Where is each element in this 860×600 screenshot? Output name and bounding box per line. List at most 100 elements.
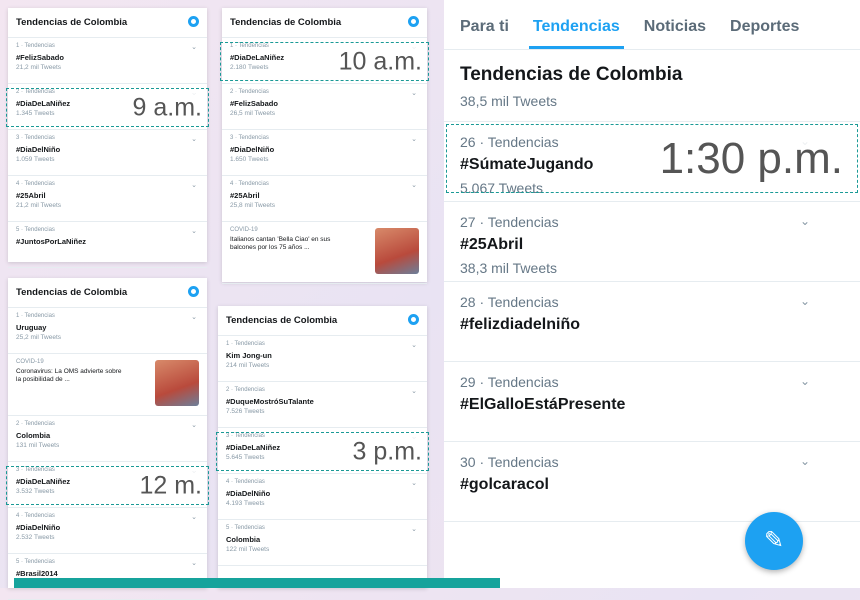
tweet-count: 38,3 mil Tweets [460,260,844,276]
tweet-count: 2.532 Tweets [16,534,199,541]
trend-name: #JuntosPorLaNiñez [16,237,199,246]
trend-rank: 1 · Tendencias [16,43,199,49]
trend-rank: 1 · Tendencias [16,313,199,319]
chevron[interactable]: ⌄ [411,89,417,97]
trend-item[interactable]: 1 · Tendencias #FelizSabado 21,2 mil Tweet… [8,38,207,84]
trend-rank: 2 · Tendencias [16,421,199,427]
tweet-count: 25,2 mil Tweets [16,334,199,341]
trend-item[interactable]: 5 · Tendencias#Brasil2014⌄ [8,554,207,600]
trend-item[interactable]: 4 · Tendencias #25Abril 21,2 mil Tweets ⌄ [8,176,207,222]
trend-name: #DiaDelNiño [16,145,199,154]
chevron[interactable]: ⌄ [411,479,417,487]
page: {"panels":[ {"title":"Tendencias de Colo… [0,0,860,588]
settings-icon[interactable] [188,16,199,27]
tab[interactable]: Tendencias [533,0,620,49]
tweet-count: 4.193 Tweets [226,500,419,507]
highlight-box: 3 p.m. [216,432,429,471]
trend-rank: 3 · Tendencias [230,135,419,141]
chevron[interactable]: ⌄ [191,135,197,143]
trend-name: #DiaDelNiño [230,145,419,154]
chevron[interactable]: ⌄ [411,341,417,349]
trend-rank: 1 · Tendencias [226,341,419,347]
trend-item[interactable]: 27 · Tendencias #25Abril 38,3 mil Tweets ⌄ [444,202,860,282]
chevron[interactable]: ⌄ [800,454,810,468]
chevron[interactable]: ⌄ [191,227,197,235]
trend-name: #FelizSabado [16,53,199,62]
trend-rank: 3 · Tendencias [16,135,199,141]
time-label: 1:30 p.m. [660,134,843,184]
chevron[interactable]: ⌄ [191,513,197,521]
chevron[interactable]: ⌄ [191,313,197,321]
settings-icon[interactable] [408,16,419,27]
main-trends: Para ti Tendencias Noticias Deportes Tenden… [444,0,860,588]
chevron[interactable]: ⌄ [411,135,417,143]
tweet-count: 122 mil Tweets [226,546,419,553]
trend-rank: 4 · Tendencias [16,181,199,187]
panel-title: Tendencias de Colombia [8,278,207,308]
trend-name: Colombia [16,431,199,440]
trend-name: Colombia [226,535,419,544]
chevron[interactable]: ⌄ [411,387,417,395]
tweet-count: 25,8 mil Tweets [230,202,419,209]
trend-item[interactable]: 28 · Tendencias#felizdiadelniño⌄ [444,282,860,362]
tweet-count: 21,2 mil Tweets [16,64,199,71]
chevron[interactable]: ⌄ [800,374,810,388]
chevron[interactable]: ⌄ [411,181,417,189]
chevron[interactable]: ⌄ [191,421,197,429]
chevron[interactable]: ⌄ [800,294,810,308]
chevron[interactable]: ⌄ [191,559,197,567]
trend-item[interactable]: 29 · Tendencias#ElGalloEstáPresente⌄ [444,362,860,442]
trend-name: #DuqueMostróSuTalante [226,397,419,406]
trend-name: #Brasil2014 [16,569,199,578]
trend-name: #25Abril [460,236,844,254]
tab[interactable]: Noticias [644,0,706,49]
trend-name: #DiaDelNiño [226,489,419,498]
main-title: Tendencias de Colombia [444,50,860,96]
tab[interactable]: Deportes [730,0,799,49]
chevron[interactable]: ⌄ [191,181,197,189]
trend-item[interactable]: 5 · Tendencias#JuntosPorLaNiñez⌄ [8,222,207,268]
partial-tweets: 38,5 mil Tweets [444,96,860,122]
chevron[interactable]: ⌄ [800,214,810,228]
screenshot: Tendencias de Colombia 1 · Tendencias #Fel… [0,0,860,588]
tweet-count: 21,2 mil Tweets [16,202,199,209]
news-headline: Coronavirus: La OMS advierte sobre la po… [16,368,126,385]
time-label: 12 m. [139,471,202,500]
trend-rank: 4 · Tendencias [230,181,419,187]
chevron[interactable]: ⌄ [411,525,417,533]
settings-icon[interactable] [408,314,419,325]
settings-icon[interactable] [188,286,199,297]
highlight-box: 9 a.m. [6,88,209,127]
panel-title: Tendencias de Colombia [222,8,427,38]
trend-item[interactable]: 30 · Tendencias#golcaracol⌄ [444,442,860,522]
trend-rank: 27 · Tendencias [460,214,844,230]
trend-name: #ElGalloEstáPresente [460,396,844,414]
trend-rank: 30 · Tendencias [460,454,844,470]
highlight-box: 1:30 p.m. [446,124,858,193]
trend-name: #25Abril [16,191,199,200]
news-thumbnail [155,360,199,406]
compose-button[interactable]: ✎ [745,512,803,570]
chevron[interactable]: ⌄ [191,43,197,51]
tab[interactable]: Para ti [460,0,509,49]
panel-title: Tendencias de Colombia [8,8,207,38]
